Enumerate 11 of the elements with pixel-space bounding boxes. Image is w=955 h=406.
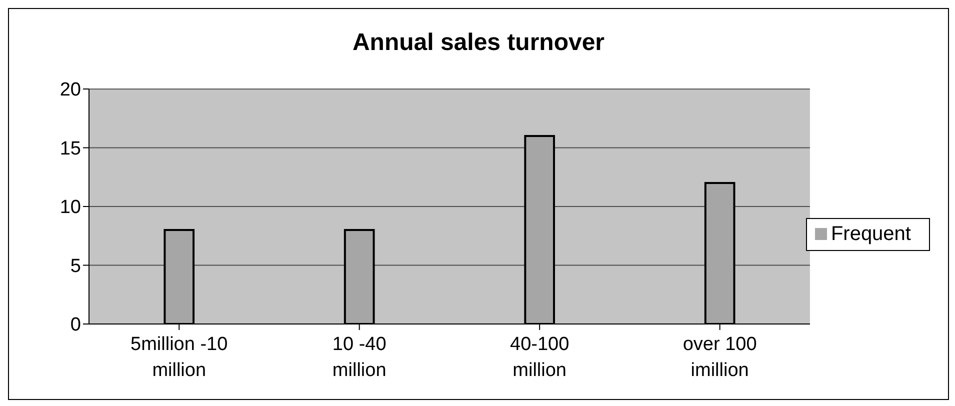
x-tick-label: 10 -40 million xyxy=(332,334,386,381)
y-tick-label: 15 xyxy=(60,138,81,160)
y-tick-label: 20 xyxy=(60,80,81,101)
y-tick-label: 5 xyxy=(70,256,81,277)
chart-title: Annual sales turnover xyxy=(351,28,606,58)
x-tick-label: 5million -10 million xyxy=(130,334,228,381)
x-tick-label: over 100 imillion xyxy=(682,334,757,381)
y-tick-label: 0 xyxy=(70,314,81,336)
y-tick-label: 10 xyxy=(60,197,81,218)
x-tick-label: 40-100 million xyxy=(510,334,570,381)
legend-label: Frequent xyxy=(830,222,911,244)
